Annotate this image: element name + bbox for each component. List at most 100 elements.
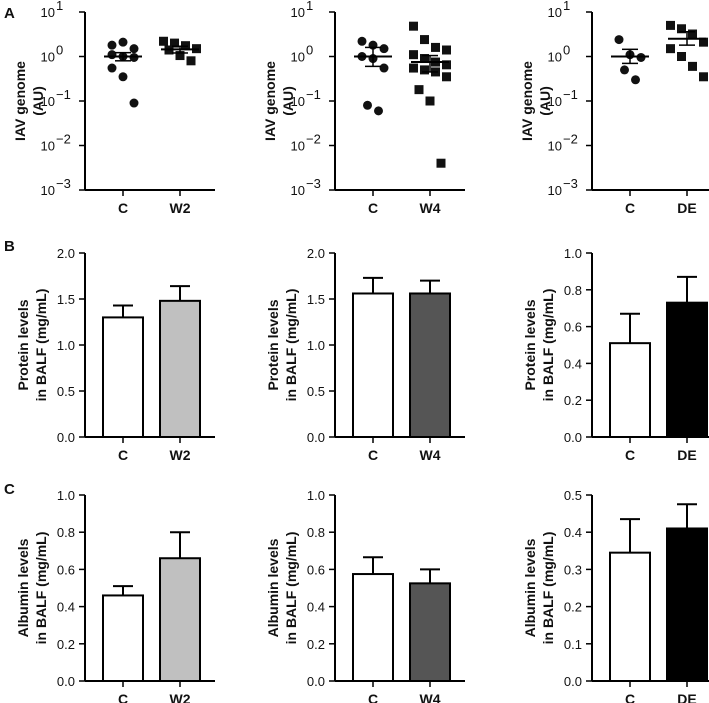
x-tick-label: C (368, 691, 378, 703)
data-point (420, 65, 429, 75)
data-point (363, 100, 372, 110)
bar (352, 292, 394, 439)
y-tick-label: 1.0 (307, 338, 325, 353)
data-point (631, 75, 640, 85)
y-tick-label: 10 (548, 94, 562, 109)
y-tick-label: 1.0 (564, 246, 582, 261)
data-point (379, 44, 389, 54)
bar (609, 342, 651, 438)
y-tick-label: 0.8 (57, 525, 75, 540)
y-tick-label: 0.0 (564, 430, 582, 445)
y-tick-label: 0.0 (307, 674, 325, 689)
y-tick-label: 0.2 (564, 393, 582, 408)
y-tick-label: 0.8 (564, 283, 582, 298)
y-tick-label: 10 (41, 183, 55, 198)
y-tick-label: 0.0 (57, 674, 75, 689)
data-point (436, 158, 446, 168)
x-tick-label: DE (677, 200, 696, 216)
panel-label-c: C (4, 481, 15, 498)
y-axis-label: IAV genome (12, 61, 28, 141)
panel-label-b: B (4, 238, 15, 255)
y-tick-label: 1.5 (57, 292, 75, 307)
y-tick-label: 0.1 (564, 637, 582, 652)
data-point (442, 45, 451, 55)
y-axis-label: IAV genome (262, 61, 278, 141)
data-point (688, 61, 697, 71)
y-axis-label: in BALF (mg/mL) (33, 532, 49, 645)
y-tick-label: 10 (41, 139, 55, 154)
bar (352, 573, 394, 682)
y-tick-exponent: −1 (563, 87, 578, 102)
x-tick-label: C (368, 447, 378, 463)
y-tick-label: 0.2 (307, 637, 325, 652)
data-point (677, 24, 686, 34)
y-tick-exponent: −2 (306, 132, 321, 147)
data-point (431, 42, 440, 52)
data-point (107, 40, 117, 50)
data-point (699, 37, 708, 47)
y-axis-label: IAV genome (519, 61, 535, 141)
chart-7: 0.0 0.2 0.4 0.6 0.8 1.0 Albumin levels in BALF … (265, 488, 465, 703)
y-tick-label: 10 (41, 94, 55, 109)
data-point (129, 44, 139, 54)
data-point (409, 21, 418, 31)
bar (409, 292, 451, 439)
data-point (414, 85, 424, 95)
y-tick-label: 10 (41, 50, 55, 65)
y-tick-exponent: 0 (56, 43, 63, 58)
y-tick-label: 0.4 (564, 525, 582, 540)
data-point (129, 98, 139, 108)
data-point (442, 60, 451, 70)
y-axis-label: Protein levels (522, 299, 538, 390)
x-tick-label: W2 (170, 200, 191, 216)
data-point (677, 52, 686, 61)
x-tick-label: C (625, 691, 635, 703)
x-tick-label: C (118, 691, 128, 703)
y-tick-label: 10 (291, 94, 305, 109)
y-tick-label: 1.0 (307, 488, 325, 503)
data-point (614, 35, 624, 45)
data-point (699, 72, 708, 82)
x-tick-label: C (625, 447, 635, 463)
x-tick-label: DE (677, 691, 696, 703)
data-point (666, 44, 675, 54)
data-point (420, 54, 429, 64)
data-point (688, 29, 697, 39)
x-tick-label: W4 (420, 200, 441, 216)
x-tick-label: W2 (170, 691, 191, 703)
bar (666, 527, 708, 682)
y-tick-label: 1.0 (57, 338, 75, 353)
y-tick-label: 0.0 (307, 430, 325, 445)
x-tick-label: W4 (420, 691, 441, 703)
data-point (425, 96, 435, 106)
bar (159, 557, 201, 682)
y-tick-exponent: 1 (563, 0, 570, 13)
y-tick-exponent: −1 (306, 87, 321, 102)
y-axis-label: (AU) (537, 86, 553, 116)
y-tick-label: 10 (548, 5, 562, 20)
y-axis-label: Protein levels (265, 299, 281, 390)
data-point (118, 37, 128, 47)
y-axis-label: Protein levels (15, 299, 31, 390)
chart-4: 0.0 0.5 1.0 1.5 2.0 Protein levels in BALF (mg… (265, 246, 465, 463)
data-point (409, 63, 418, 73)
data-point (666, 20, 675, 30)
y-tick-label: 0.0 (57, 430, 75, 445)
x-tick-label: W4 (420, 447, 441, 463)
y-axis-label: in BALF (mg/mL) (33, 289, 49, 402)
bar (102, 316, 144, 438)
y-tick-label: 10 (41, 5, 55, 20)
chart-5: 0.0 0.2 0.4 0.6 0.8 1.0 Protein levels in BALF … (522, 246, 709, 463)
y-tick-label: 0.2 (57, 637, 75, 652)
x-tick-label: C (625, 200, 635, 216)
y-tick-label: 10 (548, 183, 562, 198)
panel-label-a: A (4, 5, 15, 22)
chart-3: 0.0 0.5 1.0 1.5 2.0 Protein levels in BALF (mg… (15, 246, 215, 463)
data-point (620, 65, 629, 75)
y-tick-label: 0.6 (307, 562, 325, 577)
y-tick-exponent: 1 (56, 0, 63, 13)
data-point (442, 72, 451, 82)
